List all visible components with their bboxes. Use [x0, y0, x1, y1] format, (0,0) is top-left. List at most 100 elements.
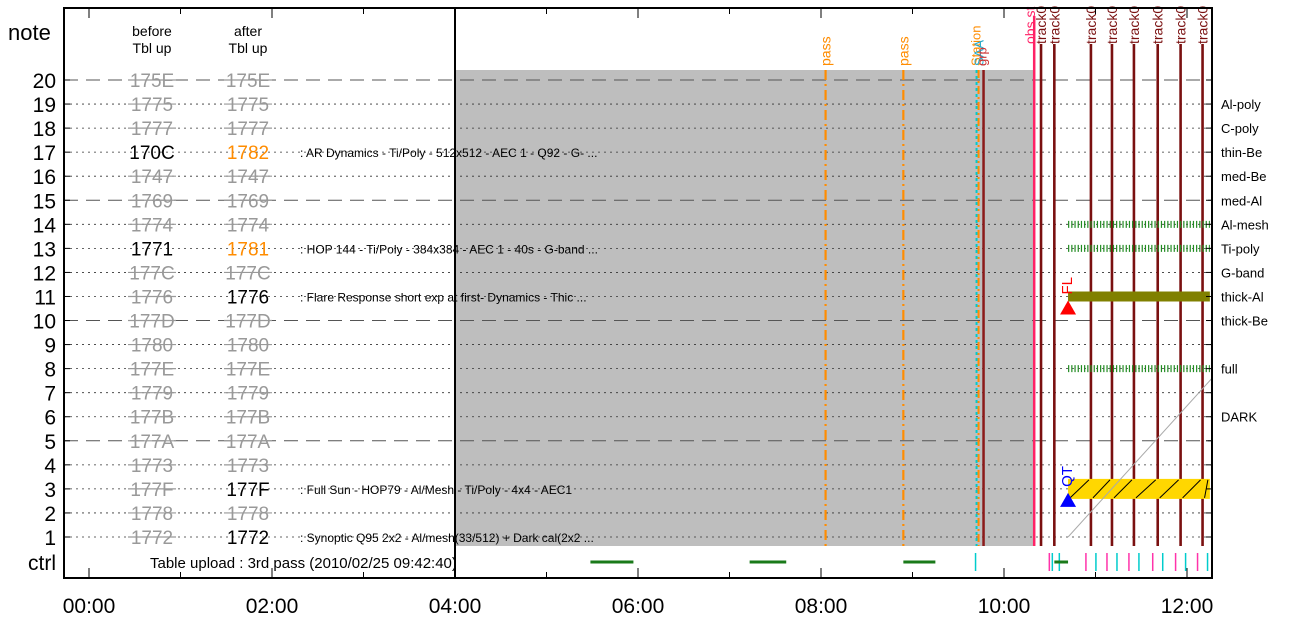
before-code-6: 177B — [130, 408, 174, 429]
y-tick-label-17: 17 — [33, 142, 56, 165]
y-tick-label-4: 4 — [44, 455, 56, 478]
filter-label-al-mesh: Al-mesh — [1221, 217, 1269, 232]
after-code-5: 177A — [226, 432, 271, 453]
y-tick-label-18: 18 — [33, 118, 56, 141]
before-code-2: 1778 — [131, 504, 173, 525]
x-tick-label-2: 04:00 — [429, 595, 482, 618]
before-code-19: 1775 — [131, 95, 173, 116]
after-header-line1: after — [234, 23, 262, 39]
x-tick-label-6: 12:00 — [1161, 595, 1214, 618]
before-code-20: 175E — [130, 71, 174, 92]
y-tick-label-7: 7 — [44, 383, 56, 406]
filter-label-med-al: med-Al — [1221, 193, 1262, 208]
before-code-9: 1780 — [131, 336, 173, 357]
before-code-1: 1772 — [131, 528, 173, 549]
marks-layer: FL QT — [590, 220, 1213, 571]
y-tick-label-20: 20 — [33, 70, 56, 93]
after-code-17: 1782 — [227, 143, 269, 164]
y-tick-label-11: 11 — [34, 286, 56, 309]
y-tick-label-6: 6 — [44, 407, 56, 430]
before-code-8: 177E — [130, 360, 174, 381]
after-code-18: 1777 — [227, 119, 269, 140]
track-label-2: track0 — [1083, 6, 1099, 44]
filter-label-ti-poly: Ti-poly — [1221, 241, 1260, 256]
after-code-13: 1781 — [227, 239, 269, 260]
desc-note-11: : Flare Response short exp at first- Dyn… — [300, 290, 587, 304]
ctrl-label: ctrl — [28, 552, 56, 575]
desc-note-3: : Full Sun - HOP79 - Al/Mesh - Ti/Poly -… — [300, 483, 572, 497]
marker-triangle-qt — [1060, 492, 1077, 507]
y-tick-label-13: 13 — [33, 238, 56, 261]
y-tick-label-10: 10 — [33, 311, 56, 334]
after-code-9: 1780 — [227, 336, 269, 357]
frame-layer — [63, 7, 1213, 579]
x-tick-label-5: 10:00 — [978, 595, 1031, 618]
diag-5 — [1182, 479, 1201, 499]
gray-region — [455, 70, 1034, 546]
track-label-6: track0 — [1173, 6, 1189, 44]
before-code-16: 1747 — [131, 167, 173, 188]
filter-label-thin-be: thin-Be — [1221, 145, 1262, 160]
after-code-10: 177D — [225, 312, 270, 333]
before-code-5: 177A — [130, 432, 175, 453]
full-sun-bar — [1068, 478, 1210, 499]
diag-1 — [1092, 479, 1111, 499]
marker-label-fl: FL — [1059, 277, 1076, 295]
after-code-4: 1773 — [227, 456, 269, 477]
after-header-line2: Tbl up — [229, 40, 268, 56]
desc-note-13: : HOP 144 - Ti/Poly - 384x384 - AEC 1 - … — [300, 242, 598, 256]
diag-0 — [1069, 479, 1090, 499]
y-tick-label-19: 19 — [33, 94, 56, 117]
before-header-line1: before — [132, 23, 172, 39]
x-tick-label-1: 02:00 — [246, 595, 299, 618]
before-code-3: 177F — [130, 480, 173, 501]
cluster-label-2: grp — [975, 47, 990, 66]
after-code-7: 1779 — [227, 384, 269, 405]
after-code-8: 177E — [226, 360, 270, 381]
y-tick-label-8: 8 — [44, 359, 56, 382]
after-code-11: 1776 — [227, 287, 269, 308]
y-tick-label-1: 1 — [44, 527, 56, 550]
after-code-6: 177B — [226, 408, 270, 429]
after-code-15: 1769 — [227, 191, 269, 212]
cluster-label-1: SAA — [972, 40, 987, 66]
diag-3 — [1135, 479, 1157, 499]
y-tick-label-2: 2 — [44, 503, 56, 526]
grid-layer — [64, 79, 1212, 538]
after-code-2: 1778 — [227, 504, 269, 525]
before-code-10: 177D — [129, 312, 174, 333]
filter-label-full: full — [1221, 362, 1238, 377]
after-code-14: 1774 — [227, 215, 270, 236]
filter-label-al-poly: Al-poly — [1221, 97, 1261, 112]
before-code-12: 177C — [129, 263, 174, 284]
marker-label-qt: QT — [1059, 466, 1076, 487]
diag-4 — [1159, 479, 1179, 499]
obs-start-label: obs st — [1022, 7, 1038, 44]
before-code-14: 1774 — [131, 215, 174, 236]
after-code-1: 1772 — [227, 528, 269, 549]
y-tick-label-3: 3 — [44, 479, 56, 502]
track-label-4: track0 — [1126, 6, 1142, 44]
filter-label-thick-be: thick-Be — [1221, 314, 1268, 329]
marker-triangle-fl — [1060, 300, 1077, 315]
y-axis-title: note — [8, 20, 51, 45]
x-tick-label-3: 06:00 — [612, 595, 665, 618]
track-label-5: track0 — [1150, 6, 1166, 44]
y-tick-label-14: 14 — [33, 214, 57, 237]
y-tick-label-5: 5 — [44, 431, 56, 454]
track-label-0: track0 — [1033, 6, 1049, 44]
after-code-19: 1775 — [227, 95, 269, 116]
before-code-7: 1779 — [131, 384, 173, 405]
track-label-3: track0 — [1104, 6, 1120, 44]
after-code-12: 177C — [225, 263, 270, 284]
before-code-17: 170C — [129, 143, 174, 164]
gray-region-layer — [455, 70, 1034, 546]
y-tick-label-15: 15 — [33, 190, 56, 213]
before-code-18: 1777 — [131, 119, 173, 140]
before-header-line2: Tbl up — [133, 40, 172, 56]
pass-label-0: pass — [818, 36, 834, 66]
filter-label-c-poly: C-poly — [1221, 121, 1259, 136]
track-label-7: track0 — [1195, 6, 1211, 44]
